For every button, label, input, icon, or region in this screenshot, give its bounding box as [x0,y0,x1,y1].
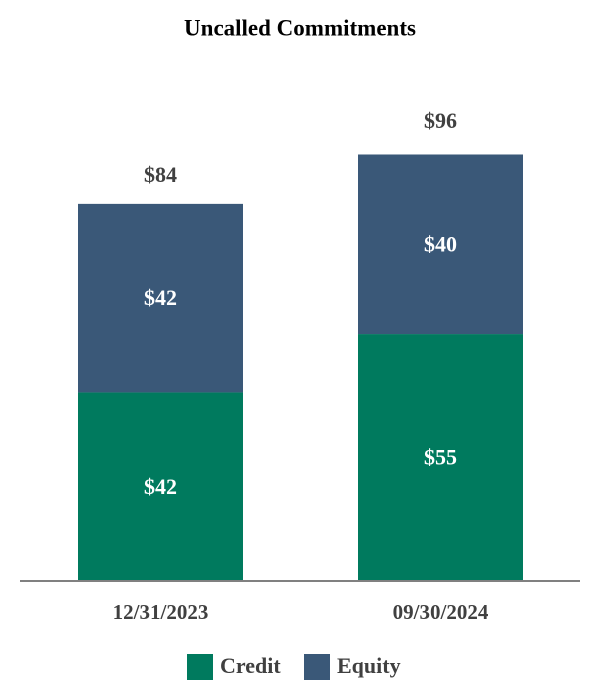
chart-title: Uncalled Commitments [184,15,416,40]
total-label: $96 [424,108,457,133]
value-label: $42 [144,285,177,310]
bar-segment [78,203,243,393]
legend-label: Credit [220,653,281,678]
x-tick-label: 12/31/2023 [113,600,209,624]
x-tick-label: 09/30/2024 [393,600,489,624]
legend-label: Equity [337,653,401,678]
value-label: $42 [144,474,177,499]
bar-segment [78,392,243,581]
total-label: $84 [144,162,177,187]
legend-swatch [304,654,330,680]
value-label: $40 [424,231,457,256]
value-label: $55 [424,445,457,470]
bar-segment [358,334,523,581]
legend-swatch [187,654,213,680]
bar-segment [358,154,523,335]
